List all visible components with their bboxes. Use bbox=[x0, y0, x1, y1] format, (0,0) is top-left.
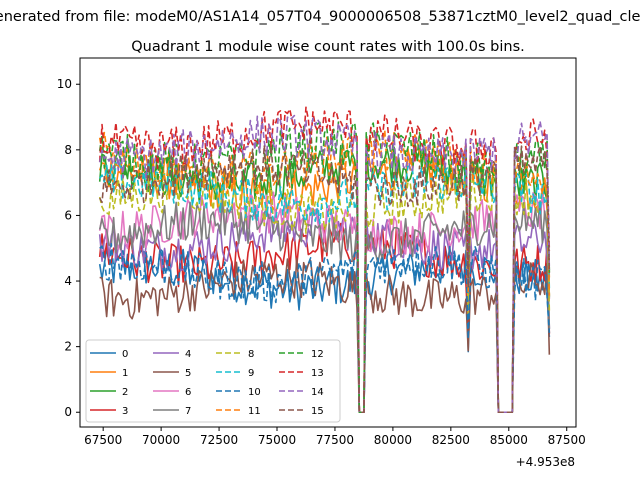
x-tick-label: 70000 bbox=[142, 433, 180, 447]
y-tick-label: 2 bbox=[64, 340, 72, 354]
legend-label-6: 6 bbox=[185, 387, 191, 398]
legend-label-2: 2 bbox=[122, 387, 128, 398]
legend-label-3: 3 bbox=[122, 406, 128, 417]
series-line-0 bbox=[98, 245, 551, 414]
x-tick-label: 67500 bbox=[84, 433, 122, 447]
series-layer bbox=[98, 106, 551, 414]
plot-area bbox=[79, 57, 577, 428]
x-tick-label: 77500 bbox=[316, 433, 354, 447]
y-tick-label: 10 bbox=[57, 77, 72, 91]
x-tick-label: 75000 bbox=[258, 433, 296, 447]
series-line-5 bbox=[99, 257, 551, 414]
x-tick-label: 87500 bbox=[548, 433, 586, 447]
series-line-14 bbox=[98, 114, 551, 414]
legend-label-9: 9 bbox=[248, 368, 254, 379]
legend-label-4: 4 bbox=[185, 349, 191, 360]
series-line-8 bbox=[98, 169, 551, 414]
series-line-13 bbox=[98, 106, 551, 414]
y-tick-label: 6 bbox=[64, 208, 72, 222]
chart-title: Quadrant 1 module wise count rates with … bbox=[131, 39, 525, 55]
legend-label-10: 10 bbox=[248, 387, 261, 398]
y-tick-label: 8 bbox=[64, 143, 72, 157]
legend-frame bbox=[85, 339, 341, 423]
legend-label-12: 12 bbox=[311, 349, 324, 360]
legend-label-15: 15 bbox=[311, 406, 324, 417]
x-tick-label: 85000 bbox=[490, 433, 528, 447]
x-tick-label: 82500 bbox=[432, 433, 470, 447]
series-line-15 bbox=[98, 144, 551, 414]
y-tick-label: 0 bbox=[64, 405, 72, 419]
series-line-7 bbox=[98, 198, 551, 414]
legend-label-5: 5 bbox=[185, 368, 191, 379]
figure-suptitle: Plot generated from file: modeM0/AS1A14_… bbox=[0, 9, 640, 25]
legend-label-14: 14 bbox=[311, 387, 324, 398]
y-tick-label: 4 bbox=[64, 274, 72, 288]
legend-label-0: 0 bbox=[122, 349, 128, 360]
x-axis: 67500 70000 72500 75000 77500 80000 82500 85000… bbox=[84, 427, 586, 447]
legend-label-7: 7 bbox=[185, 406, 191, 417]
x-offset-label: +4.953e8 bbox=[516, 455, 575, 469]
x-tick-label: 80000 bbox=[374, 433, 412, 447]
series-line-10 bbox=[99, 241, 551, 414]
legend-label-13: 13 bbox=[311, 368, 324, 379]
legend-label-8: 8 bbox=[248, 349, 254, 360]
legend-label-11: 11 bbox=[248, 406, 261, 417]
axes-frame bbox=[79, 57, 577, 428]
x-tick-label: 72500 bbox=[200, 433, 238, 447]
series-line-9 bbox=[99, 160, 551, 414]
legend-label-1: 1 bbox=[122, 368, 128, 379]
y-axis: 0 2 4 6 8 10 bbox=[57, 77, 80, 419]
